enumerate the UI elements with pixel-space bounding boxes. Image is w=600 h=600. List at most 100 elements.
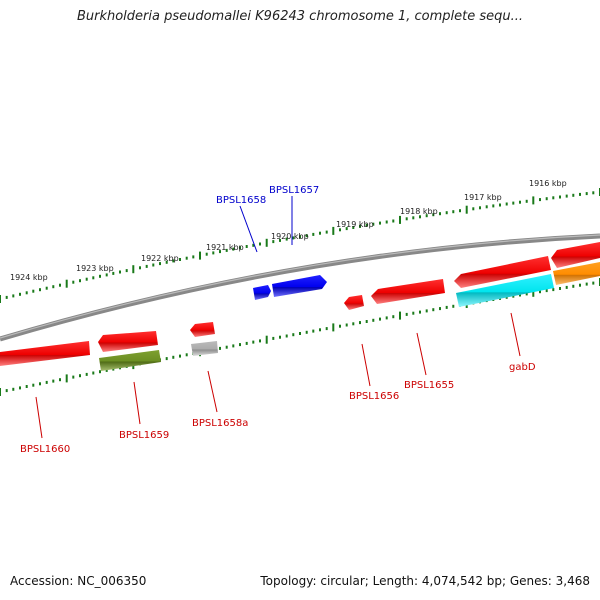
gene-bpsl1658a-track2[interactable]: [191, 341, 218, 356]
upper-ring-minor-tick: [405, 217, 408, 221]
upper-ring-minor-tick: [259, 242, 261, 246]
lower-ring-minor-tick: [352, 322, 355, 326]
kbp-label: 1924 kbp: [10, 273, 48, 282]
gene-label-bpsl1658a: BPSL1658a: [192, 418, 248, 429]
accession-text: Accession: NC_006350: [10, 574, 147, 588]
lower-ring-minor-tick: [565, 285, 568, 289]
upper-ring-minor-tick: [312, 232, 315, 236]
upper-ring-minor-tick: [152, 263, 155, 267]
upper-ring-minor-tick: [359, 224, 361, 228]
lower-ring-minor-tick: [292, 333, 295, 337]
callout-bpsl1659: [133, 381, 141, 425]
gene-bpsl1660-arrow[interactable]: [0, 341, 90, 366]
upper-ring-minor-tick: [379, 221, 381, 225]
callout-bpsl1656: [361, 343, 371, 387]
lower-ring-minor-tick: [72, 375, 75, 379]
gene-bpsl1659-track2[interactable]: [99, 350, 161, 371]
upper-ring-minor-tick: [499, 203, 501, 207]
upper-ring-minor-tick: [425, 214, 428, 218]
lower-ring-minor-tick: [32, 383, 35, 387]
gene-unlabeled-arrow[interactable]: [551, 242, 600, 268]
upper-ring-minor-tick: [79, 279, 81, 283]
upper-ring-minor-tick: [392, 219, 395, 223]
lower-ring-minor-tick: [365, 320, 368, 323]
upper-ring-minor-tick: [205, 252, 208, 256]
gene-bpsl1657-arrow[interactable]: [272, 275, 327, 297]
upper-ring-minor-tick: [539, 198, 541, 202]
lower-ring-minor-tick: [239, 343, 241, 347]
upper-ring-minor-tick: [459, 209, 461, 213]
upper-ring-minor-tick: [219, 250, 221, 254]
lower-ring-minor-tick: [245, 341, 248, 345]
lower-ring-minor-tick: [172, 355, 175, 359]
upper-ring-minor-tick: [39, 288, 41, 292]
callout-bpsl1658: [239, 205, 258, 253]
kbp-label: 1916 kbp: [529, 179, 567, 188]
lower-ring-minor-tick: [425, 309, 428, 313]
topology-text: Topology: circular; Length: 4,074,542 bp…: [260, 574, 590, 588]
lower-ring-minor-tick: [52, 379, 55, 383]
lower-ring-minor-tick: [325, 327, 328, 331]
lower-ring-minor-tick: [545, 289, 548, 293]
lower-ring-minor-tick: [272, 336, 275, 340]
lower-ring-minor-tick: [579, 283, 581, 287]
gene-gabd-track2[interactable]: [456, 274, 554, 307]
lower-ring-major-tick: [65, 374, 68, 383]
upper-ring-minor-tick: [552, 196, 555, 200]
upper-ring-minor-tick: [165, 260, 168, 264]
lower-ring-minor-tick: [165, 357, 168, 361]
lower-ring-minor-tick: [539, 290, 541, 294]
lower-ring-minor-tick: [552, 288, 555, 292]
upper-ring-minor-tick: [352, 226, 355, 229]
upper-ring-minor-tick: [52, 285, 55, 289]
lower-ring-minor-tick: [452, 304, 455, 308]
lower-ring-minor-tick: [185, 353, 188, 357]
gene-unlabeled-track2[interactable]: [553, 262, 600, 285]
lower-ring-minor-tick: [232, 344, 235, 348]
lower-ring-minor-tick: [345, 323, 348, 327]
lower-ring-minor-tick: [19, 386, 21, 390]
gene-bpsl1656-arrow[interactable]: [344, 295, 364, 310]
upper-ring-minor-tick: [212, 251, 215, 255]
gene-bpsl1658a-arrow[interactable]: [190, 322, 215, 337]
gene-bpsl1655-arrow[interactable]: [371, 279, 445, 304]
lower-ring-minor-tick: [512, 294, 515, 298]
upper-ring-minor-tick: [272, 240, 275, 244]
upper-ring-minor-tick: [372, 222, 375, 226]
gene-bpsl1659-arrow[interactable]: [98, 331, 158, 352]
upper-ring-major-tick: [0, 295, 1, 303]
upper-ring-minor-tick: [419, 215, 421, 219]
upper-ring-minor-tick: [85, 277, 88, 281]
upper-ring-minor-tick: [239, 246, 241, 250]
lower-ring-minor-tick: [252, 340, 255, 344]
upper-ring-minor-tick: [572, 193, 575, 197]
upper-ring-minor-tick: [412, 216, 415, 220]
gene-gabd-arrow[interactable]: [454, 256, 551, 288]
lower-ring-minor-tick: [385, 316, 388, 320]
lower-ring-minor-tick: [525, 292, 528, 296]
gene-label-bpsl1656: BPSL1656: [349, 391, 399, 402]
lower-ring-minor-tick: [572, 284, 575, 288]
upper-ring-minor-tick: [252, 243, 255, 247]
upper-ring-minor-tick: [585, 192, 588, 196]
upper-ring-minor-tick: [105, 273, 108, 277]
upper-ring-minor-tick: [479, 206, 481, 210]
upper-ring-minor-tick: [12, 294, 15, 298]
upper-ring-minor-tick: [285, 237, 288, 241]
lower-ring-minor-tick: [299, 332, 301, 335]
upper-ring-major-tick: [132, 265, 135, 274]
lower-ring-minor-tick: [219, 346, 221, 350]
upper-ring-minor-tick: [179, 258, 181, 261]
upper-ring-minor-tick: [145, 264, 148, 268]
upper-ring-minor-tick: [192, 255, 195, 259]
kbp-label: 1921 kbp: [206, 243, 244, 252]
kbp-label: 1918 kbp: [400, 207, 438, 216]
upper-ring-minor-tick: [172, 259, 175, 263]
callout-bpsl1660: [35, 396, 43, 439]
gene-bpsl1658-arrow[interactable]: [253, 285, 271, 300]
lower-ring-minor-tick: [372, 318, 375, 322]
lower-ring-minor-tick: [279, 335, 281, 339]
gene-label-bpsl1660: BPSL1660: [20, 444, 70, 455]
lower-ring-minor-tick: [79, 374, 81, 378]
upper-ring-minor-tick: [365, 223, 368, 227]
